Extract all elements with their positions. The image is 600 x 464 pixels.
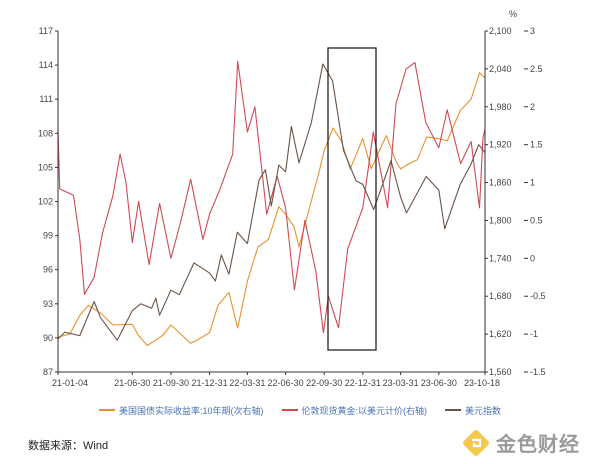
right-axis-gold-labels: 1,560 1,620 1,680 1,740 1,800 1,860 1,920 1,980…: [485, 26, 512, 377]
left-axis-label: 99: [43, 231, 53, 241]
right-inner-axis-label: 1,620: [489, 329, 512, 339]
right-inner-axis-label: 1,860: [489, 178, 512, 188]
right-outer-axis-label: 0: [530, 253, 535, 263]
right-inner-axis-label: 1,800: [489, 215, 512, 225]
left-axis-label: 111: [39, 94, 53, 104]
x-axis-label: 22-09-30: [306, 378, 342, 388]
legend-swatch-real-yield: [98, 409, 115, 411]
series-line-0: [57, 72, 486, 347]
x-axis-label: 21-09-30: [153, 378, 189, 388]
right-inner-axis-label: 1,980: [489, 102, 512, 112]
source-note: 数据来源：Wind: [28, 440, 109, 452]
x-axis-label: 23-03-31: [383, 378, 419, 388]
left-axis-label: 114: [39, 60, 53, 70]
right-outer-axis-label: 2: [530, 102, 535, 112]
left-axis-label: 90: [43, 333, 53, 343]
right-inner-axis-label: 2,100: [489, 26, 512, 36]
series-line-2: [57, 63, 486, 341]
left-axis-label: 117: [39, 26, 53, 36]
right-outer-axis-label: 1.5: [530, 140, 543, 150]
x-axis-label: 23-06-30: [421, 378, 457, 388]
legend-item-dollar-index: 美元指数: [445, 404, 501, 417]
x-axis-label: 21-01-04: [52, 378, 88, 388]
legend-item-gold: 伦敦现货黄金:以美元计价(右轴): [281, 404, 428, 417]
legend-label-dollar-index: 美元指数: [465, 405, 502, 416]
brand-text: 金色财经: [496, 434, 580, 456]
right-outer-axis-label: 0.5: [530, 215, 543, 225]
highlight-box: [327, 47, 377, 351]
series-layer: [57, 60, 486, 347]
left-axis-label: 105: [38, 162, 53, 172]
right-outer-axis-label: -1: [530, 329, 538, 339]
gold-logo-icon: [463, 429, 489, 456]
right-inner-axis-label: 1,680: [489, 291, 512, 301]
right-inner-axis-label: 1,920: [489, 140, 512, 150]
x-axis-label: 23-10-18: [464, 378, 500, 388]
legend-item-real-yield: 美国国债实际收益率:10年期(次右轴): [98, 404, 264, 417]
right-axis-unit: %: [509, 9, 517, 19]
x-axis-labels: 21-01-04 21-06-30 21-09-30 21-12-31 22-03-31…: [52, 372, 500, 388]
right-inner-axis-label: 1,560: [489, 367, 512, 377]
right-outer-axis-label: 3: [530, 26, 535, 36]
left-axis-label: 93: [43, 299, 53, 309]
right-outer-axis-label: 2.5: [530, 64, 543, 74]
series-line-1: [57, 60, 486, 334]
axes-layer: [57, 31, 486, 373]
brand-logo: 金色财经: [462, 428, 580, 457]
right-outer-axis-label: -0.5: [530, 291, 546, 301]
legend: 美国国债实际收益率:10年期(次右轴) 伦敦现货黄金:以美元计价(右轴) 美元指…: [0, 402, 600, 418]
legend-swatch-gold: [281, 409, 298, 411]
x-axis-label: 22-03-31: [229, 378, 265, 388]
right-outer-axis-label: 1: [530, 178, 535, 188]
right-outer-axis-label: -1.5: [530, 367, 546, 377]
x-axis-label: 22-12-31: [345, 378, 381, 388]
x-axis-label: 21-12-31: [192, 378, 228, 388]
left-axis-label: 96: [43, 265, 53, 275]
legend-swatch-dollar-index: [445, 409, 461, 411]
right-inner-axis-label: 2,040: [489, 64, 512, 74]
left-axis-label: 87: [43, 367, 53, 377]
legend-label-gold: 伦敦现货黄金:以美元计价(右轴): [301, 405, 428, 416]
legend-label-real-yield: 美国国债实际收益率:10年期(次右轴): [118, 405, 264, 416]
left-axis-labels: 87 90 93 96 99 102 105 108 111 114 117: [38, 26, 58, 377]
right-inner-axis-label: 1,740: [489, 253, 512, 263]
left-axis-label: 102: [38, 197, 53, 207]
x-axis-label: 22-06-30: [268, 378, 304, 388]
left-axis-label: 108: [38, 128, 53, 138]
right-axis-percent-labels: -1.5 -1 -0.5 0 0.5 1 1.5 2 2.5 3: [524, 26, 546, 377]
x-axis-label: 21-06-30: [114, 378, 150, 388]
